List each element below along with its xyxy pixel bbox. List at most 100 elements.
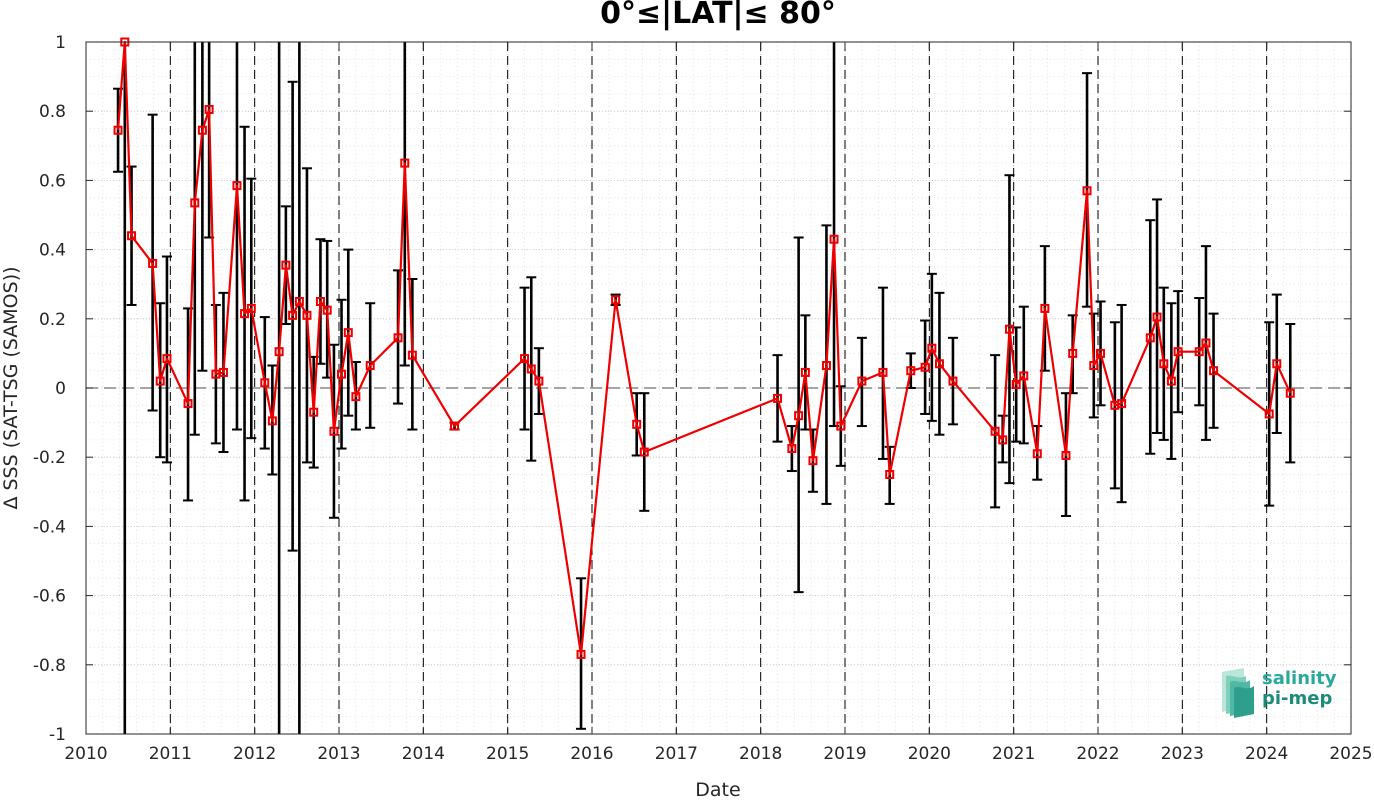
data-point xyxy=(1032,449,1042,459)
data-point xyxy=(1264,409,1274,419)
data-point xyxy=(990,426,1000,436)
y-tick-label: -0.8 xyxy=(33,656,66,676)
data-point xyxy=(920,362,930,372)
wave-logo-icon xyxy=(1222,668,1254,718)
data-point xyxy=(260,378,270,388)
data-markers xyxy=(113,37,1295,659)
x-tick-label: 2010 xyxy=(64,744,107,764)
data-point xyxy=(1173,347,1183,357)
x-tick-label: 2012 xyxy=(233,744,276,764)
y-axis-ticks: -1 -0.8 -0.6 -0.4 -0.2 0 0.2 0.4 0.6 0.8 1 xyxy=(33,33,1351,745)
data-point xyxy=(934,359,944,369)
data-point xyxy=(1117,399,1127,409)
y-tick-label: 1 xyxy=(55,33,66,53)
x-tick-label: 2021 xyxy=(992,744,1035,764)
data-point xyxy=(1272,359,1282,369)
data-point xyxy=(127,231,137,241)
data-point xyxy=(309,407,319,417)
salinity-pimep-logo: salinity pi-mep xyxy=(1214,666,1344,718)
data-point xyxy=(927,343,937,353)
data-point xyxy=(274,347,284,357)
x-tick-label: 2019 xyxy=(823,744,866,764)
y-tick-label: -0.2 xyxy=(33,448,66,468)
data-point xyxy=(639,447,649,457)
y-tick-label: 0.2 xyxy=(39,310,66,330)
x-tick-label: 2011 xyxy=(149,744,192,764)
data-point xyxy=(857,376,867,386)
data-point xyxy=(800,367,810,377)
year-boundary-lines xyxy=(169,42,1268,734)
data-point xyxy=(302,310,312,320)
data-point xyxy=(576,649,586,659)
y-axis-label: Δ SSS (SAT-TSG (SAMOS)) xyxy=(0,266,22,510)
logo-text-pimep: pi-mep xyxy=(1262,688,1333,709)
data-point xyxy=(240,309,250,319)
x-tick-label: 2015 xyxy=(486,744,529,764)
data-point xyxy=(1166,376,1176,386)
data-point xyxy=(829,234,839,244)
x-tick-label: 2020 xyxy=(908,744,951,764)
data-point xyxy=(906,366,916,376)
data-point xyxy=(288,310,298,320)
x-tick-label: 2017 xyxy=(655,744,698,764)
x-tick-label: 2018 xyxy=(739,744,782,764)
x-tick-label: 2014 xyxy=(402,744,445,764)
data-point xyxy=(1152,312,1162,322)
data-point xyxy=(393,333,403,343)
data-point xyxy=(1068,348,1078,358)
chart-title: 0°≤|LAT|≤ 80° xyxy=(600,0,836,31)
data-point xyxy=(155,376,165,386)
x-axis-ticks: 2010 2011 2012 2013 2014 2015 2016 2017 2018 2019… xyxy=(64,42,1373,764)
x-tick-label: 2013 xyxy=(317,744,360,764)
data-point xyxy=(197,125,207,135)
x-tick-label: 2022 xyxy=(1076,744,1119,764)
data-point xyxy=(1096,348,1106,358)
x-axis-label: Date xyxy=(695,779,741,801)
data-point xyxy=(281,260,291,270)
data-point xyxy=(183,399,193,409)
data-point xyxy=(948,376,958,386)
data-point xyxy=(329,426,339,436)
y-tick-label: -0.4 xyxy=(33,517,66,537)
data-point xyxy=(365,361,375,371)
data-point xyxy=(1061,450,1071,460)
y-tick-label: 0 xyxy=(55,379,66,399)
data-point xyxy=(534,376,544,386)
data-point xyxy=(351,392,361,402)
data-point xyxy=(787,444,797,454)
data-point xyxy=(632,419,642,429)
data-point xyxy=(267,416,277,426)
data-point xyxy=(407,350,417,360)
logo-text-salinity: salinity xyxy=(1262,668,1337,689)
data-point xyxy=(1082,186,1092,196)
data-point xyxy=(1209,366,1219,376)
data-point xyxy=(218,367,228,377)
data-point xyxy=(190,198,200,208)
data-point xyxy=(526,364,536,374)
data-point xyxy=(337,369,347,379)
data-point xyxy=(808,456,818,466)
data-point xyxy=(1040,303,1050,313)
data-point xyxy=(204,104,214,114)
data-point xyxy=(1285,388,1295,398)
x-tick-label: 2023 xyxy=(1161,744,1204,764)
minor-grid xyxy=(85,41,1352,735)
data-point xyxy=(322,305,332,315)
data-point xyxy=(450,421,460,431)
data-point xyxy=(1194,347,1204,357)
data-point xyxy=(232,181,242,191)
data-point xyxy=(611,295,621,305)
data-point xyxy=(343,328,353,338)
data-point xyxy=(520,354,530,364)
y-tick-label: -0.6 xyxy=(33,587,66,607)
data-point xyxy=(162,354,172,364)
data-point xyxy=(885,470,895,479)
data-point xyxy=(794,411,804,421)
data-point xyxy=(1201,338,1211,348)
data-point xyxy=(773,393,783,403)
data-point xyxy=(148,258,158,268)
data-point xyxy=(1089,361,1099,371)
data-point xyxy=(1159,359,1169,369)
y-tick-label: 0.8 xyxy=(39,102,66,122)
